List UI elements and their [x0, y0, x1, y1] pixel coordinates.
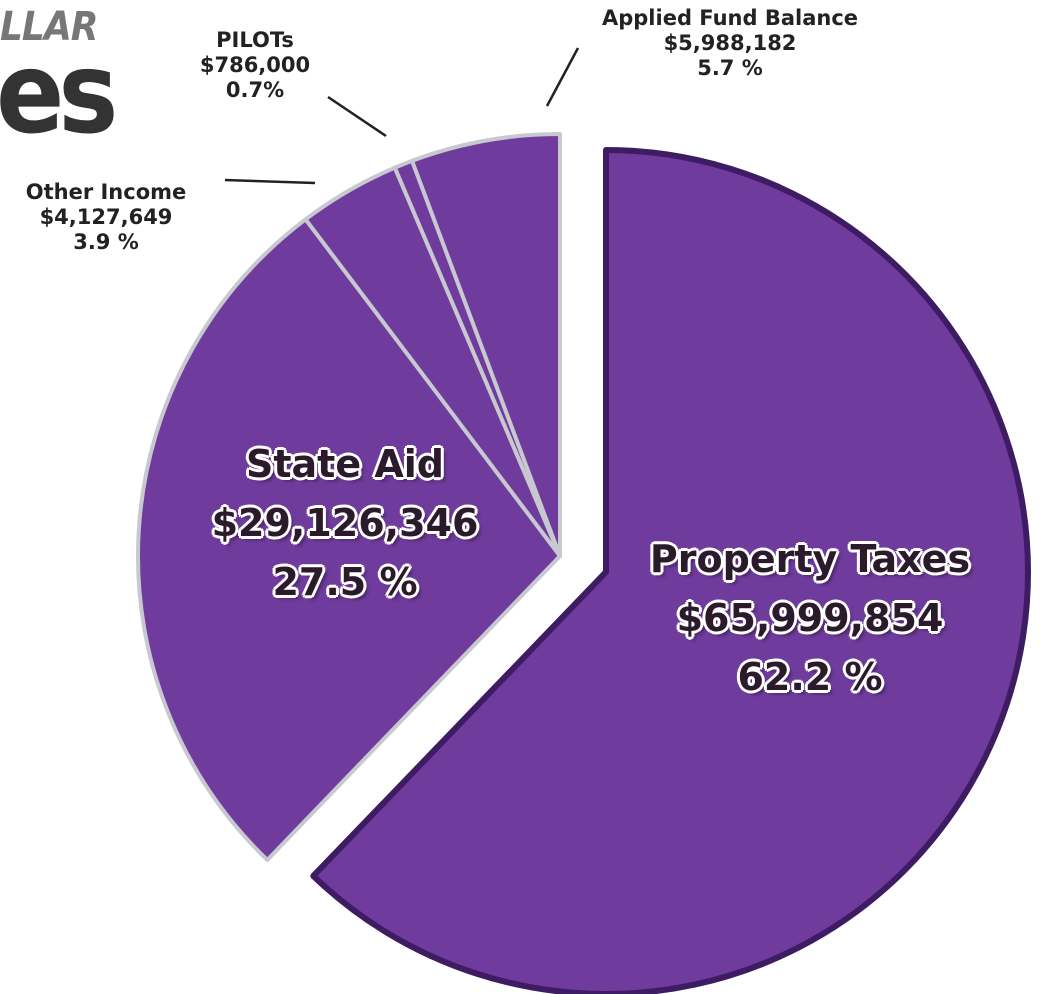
- value-label: 5.7 %: [697, 56, 763, 81]
- amount-label: $786,000: [199, 53, 311, 78]
- amount-label: $5,988,182: [663, 31, 797, 56]
- slice-label: Other Income $4,127,649 3.9 %: [0, 180, 212, 256]
- slice-label: PILOTs $786,000 0.7%: [180, 28, 330, 104]
- value-label: 0.7%: [225, 78, 285, 103]
- category-label: PILOTs: [216, 28, 294, 52]
- slice-label: State Aid $29,126,346 27.5 %: [165, 435, 525, 612]
- title-fragment: es: [0, 29, 118, 159]
- value-label: 62.2 %: [737, 654, 883, 699]
- leader-line: [545, 47, 580, 107]
- category-label: Property Taxes: [649, 537, 971, 581]
- amount-label: $29,126,346: [211, 500, 479, 545]
- amount-label: $65,999,854: [676, 595, 944, 640]
- pie-slice: [310, 147, 1031, 994]
- leader-line: [327, 95, 387, 138]
- slice-label: Property Taxes $65,999,854 62.2 %: [600, 530, 1020, 707]
- category-label: Applied Fund Balance: [601, 6, 859, 30]
- category-label: Other Income: [25, 180, 187, 204]
- slice-label: Applied Fund Balance $5,988,182 5.7 %: [590, 6, 870, 82]
- value-label: 27.5 %: [272, 559, 418, 604]
- leader-line: [224, 178, 316, 185]
- value-label: 3.9 %: [73, 230, 139, 255]
- amount-label: $4,127,649: [39, 205, 173, 230]
- category-label: State Aid: [246, 442, 444, 486]
- pie-slice: [410, 132, 562, 558]
- title-fragment: LLAR: [0, 4, 98, 50]
- pie-slice: [136, 217, 562, 862]
